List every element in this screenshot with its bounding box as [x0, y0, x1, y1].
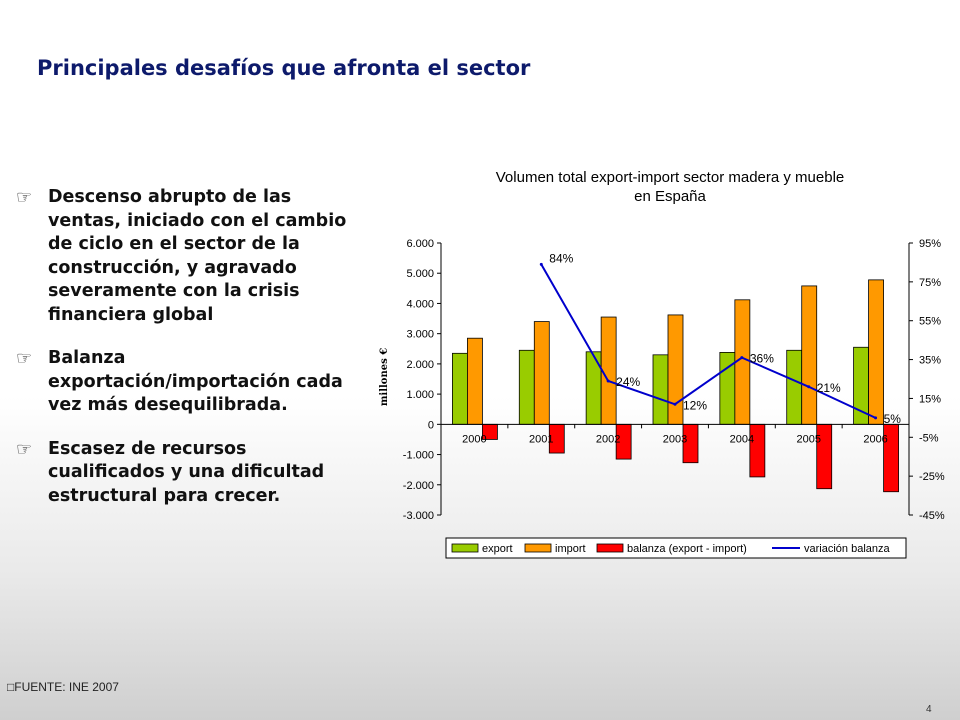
y2-tick-label: -25%	[919, 471, 945, 483]
x-tick-label: 2002	[596, 433, 620, 445]
bar-export-2000	[452, 352, 468, 425]
line-data-label: 36%	[750, 352, 774, 366]
chart-title-line1: Volumen total export-import sector mader…	[495, 169, 845, 186]
bullet-item: ☞ Escasez de recursos cualificados y una…	[14, 438, 364, 509]
pointing-hand-icon: ☞	[16, 348, 33, 369]
bullet-text: Balanza exportación/importación cada vez…	[48, 348, 343, 415]
bar-import-2000	[467, 337, 483, 425]
legend-swatch	[451, 543, 479, 553]
bullet-item: ☞ Balanza exportación/importación cada v…	[14, 347, 364, 418]
x-tick-label: 2003	[663, 433, 687, 445]
y-tick-label: 1.000	[406, 389, 434, 401]
line-point	[606, 379, 610, 383]
bullet-item: ☞ Descenso abrupto de las ventas, inicia…	[14, 186, 364, 327]
bullet-text: Escasez de recursos cualificados y una d…	[48, 438, 325, 506]
legend-label: export	[482, 543, 513, 555]
y-tick-label: 5.000	[406, 268, 434, 280]
y2-tick-label: 55%	[919, 316, 941, 328]
y2-tick-label: 35%	[919, 355, 941, 367]
line-data-label: 21%	[817, 381, 841, 395]
x-tick-label: 2005	[796, 433, 820, 445]
bullet-list: ☞ Descenso abrupto de las ventas, inicia…	[14, 186, 364, 528]
y2-tick-label: 95%	[919, 238, 941, 250]
legend-swatch	[596, 543, 624, 553]
bar-export-2003	[652, 354, 669, 425]
x-tick-label: 2001	[529, 433, 553, 445]
line-data-label: 5%	[884, 412, 902, 426]
x-tick-label: 2000	[462, 433, 486, 445]
variacion-balanza-line	[540, 263, 876, 419]
source-marker-icon: □	[7, 680, 15, 694]
source-note: □FUENTE: INE 2007	[7, 680, 119, 694]
bar-balanza-2004	[749, 423, 766, 478]
chart-title: Volumen total export-import sector mader…	[430, 168, 910, 206]
y-tick-label: 0	[428, 419, 434, 431]
chart-title-line2: en España	[634, 188, 706, 205]
y-tick-label: -3.000	[403, 510, 434, 522]
x-tick-label: 2006	[863, 433, 887, 445]
bar-import-2006	[868, 279, 884, 425]
y-tick-label: 2.000	[406, 359, 434, 371]
legend-label: balanza (export - import)	[627, 543, 747, 555]
x-tick-label: 2004	[730, 433, 754, 445]
y-tick-label: 4.000	[406, 298, 434, 310]
line-point	[539, 262, 543, 266]
source-text: FUENTE: INE 2007	[14, 680, 119, 694]
y-tick-label: -2.000	[403, 480, 434, 492]
bar-import-2005	[801, 285, 818, 425]
y2-tick-label: -45%	[919, 510, 945, 522]
y-axis-label: millones €	[379, 348, 390, 406]
bullet-text: Descenso abrupto de las ventas, iniciado…	[48, 187, 347, 325]
y-tick-label: -1.000	[403, 450, 434, 462]
line-data-label: 24%	[616, 375, 640, 389]
line-point	[874, 416, 878, 420]
legend-label: import	[555, 543, 586, 555]
page-number: 4	[926, 704, 932, 715]
y-tick-label: 6.000	[406, 238, 434, 250]
legend-label: variación balanza	[804, 543, 890, 555]
bar-import-2003	[667, 314, 684, 425]
legend-box	[445, 537, 907, 559]
bar-export-2001	[518, 349, 535, 425]
bar-export-2002	[585, 351, 602, 425]
y2-tick-label: 75%	[919, 277, 941, 289]
line-data-label: 84%	[549, 251, 573, 265]
legend-swatch	[524, 543, 552, 553]
pointing-hand-icon: ☞	[16, 438, 33, 460]
y2-tick-label: -5%	[919, 432, 939, 444]
line-data-label: 12%	[683, 398, 707, 412]
bar-import-2001	[533, 321, 550, 425]
line-point	[740, 356, 744, 360]
bar-export-2005	[786, 349, 803, 425]
slide-title: Principales desafíos que afronta el sect…	[37, 56, 531, 80]
line-point	[807, 385, 811, 389]
line-point	[673, 402, 677, 406]
y-tick-label: 3.000	[406, 329, 434, 341]
pointing-hand-icon: ☞	[16, 187, 33, 208]
y2-tick-label: 15%	[919, 393, 941, 405]
